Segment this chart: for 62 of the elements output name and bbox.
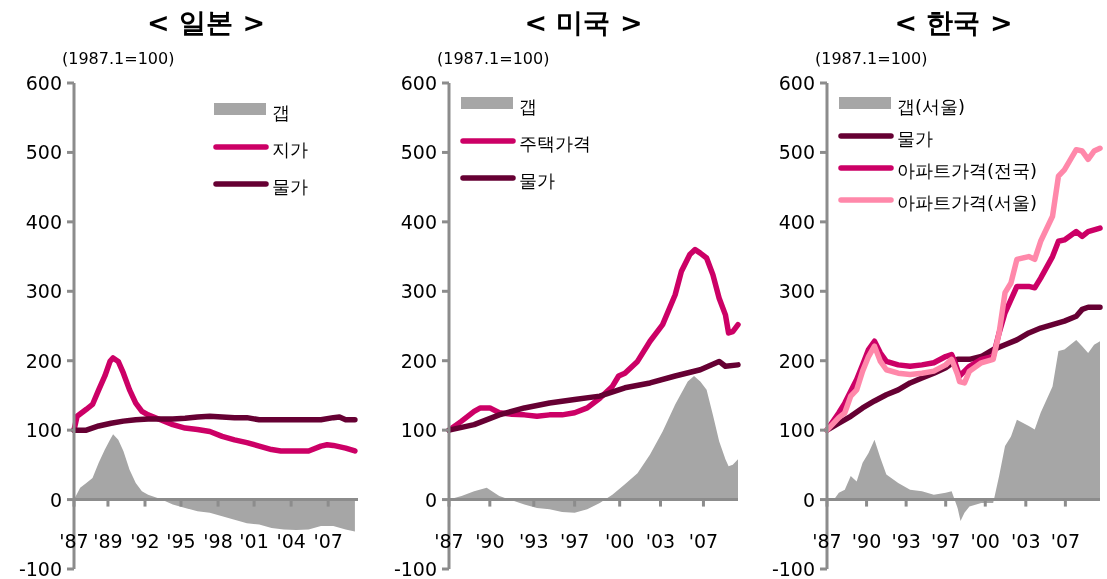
y-tick-label: 0	[802, 488, 815, 511]
legend-label: 아파트가격(전국)	[897, 160, 1038, 181]
x-tick-label: '00	[970, 529, 1000, 552]
x-tick-label: '93	[519, 529, 549, 552]
y-tick-label: 400	[778, 210, 815, 233]
y-tick-label: 400	[400, 210, 437, 233]
y-tick-label: 100	[25, 419, 62, 442]
x-tick-label: '04	[276, 529, 306, 552]
x-tick-label: '97	[559, 529, 590, 552]
y-tick-label: 300	[25, 280, 62, 303]
x-tick-label: '92	[130, 529, 160, 552]
y-tick-label: 0	[424, 488, 437, 511]
x-tick-label: '87	[812, 529, 842, 552]
chart-title: < 한국 >	[894, 7, 1013, 38]
legend-label: 갭	[519, 96, 537, 117]
y-tick-label: 400	[25, 210, 62, 233]
x-tick-label: '97	[930, 529, 961, 552]
x-tick-label: '95	[166, 529, 196, 552]
y-tick-label: 600	[400, 72, 437, 94]
y-axis-title: (1987.1=100)	[815, 49, 928, 68]
chart-title: < 일본 >	[146, 7, 266, 38]
y-tick-label: -100	[771, 558, 815, 579]
legend-label: 주택가격	[519, 133, 591, 154]
y-tick-label: 500	[778, 141, 815, 164]
x-tick-label: '98	[203, 529, 233, 552]
y-tick-label: 200	[400, 349, 437, 372]
legend-label: 갭	[272, 102, 290, 123]
y-tick-label: 200	[25, 349, 62, 372]
y-axis-title: (1987.1=100)	[62, 49, 175, 68]
y-axis-title: (1987.1=100)	[437, 49, 550, 68]
y-tick-label: 600	[25, 72, 62, 94]
y-tick-label: 100	[778, 419, 815, 442]
y-tick-label: 500	[25, 141, 62, 164]
legend-label: 지가	[272, 139, 308, 160]
x-tick-label: '07	[688, 529, 719, 552]
y-tick-label: 200	[778, 349, 815, 372]
y-tick-label: 500	[400, 141, 437, 164]
x-tick-label: '89	[93, 529, 123, 552]
legend-label: 아파트가격(서울)	[897, 192, 1038, 213]
legend-label: 물가	[272, 176, 308, 197]
y-tick-label: -100	[18, 558, 62, 579]
x-tick-label: '87	[434, 529, 464, 552]
x-tick-label: '03	[1011, 529, 1041, 552]
x-tick-label: '90	[851, 529, 882, 552]
x-tick-label: '90	[475, 529, 505, 552]
x-tick-label: '93	[891, 529, 921, 552]
x-tick-label: '03	[645, 529, 676, 552]
x-tick-label: '07	[313, 529, 343, 552]
y-tick-label: 0	[49, 488, 62, 511]
x-tick-label: '01	[239, 529, 269, 552]
x-tick-label: '00	[604, 529, 635, 552]
legend-label: 물가	[897, 128, 933, 149]
x-tick-label: '07	[1050, 529, 1081, 552]
legend-label: 갭(서울)	[897, 96, 966, 117]
y-tick-label: -100	[393, 558, 437, 579]
x-tick-label: '87	[59, 529, 89, 552]
y-tick-label: 100	[400, 419, 437, 442]
y-tick-label: 300	[400, 280, 437, 303]
y-tick-label: 300	[778, 280, 815, 303]
chart-title: < 미국 >	[524, 7, 643, 38]
y-tick-label: 600	[778, 72, 815, 94]
legend-label: 물가	[519, 170, 555, 191]
